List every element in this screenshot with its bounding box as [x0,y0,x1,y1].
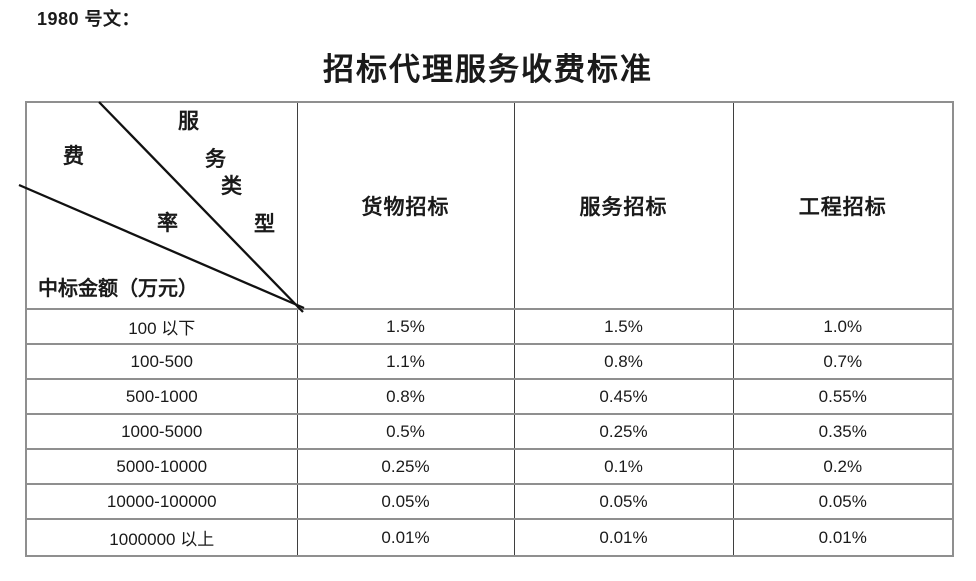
cell-range: 10000-100000 [26,483,297,519]
fee-table: 服 务 类 型 费 率 中标金额（万元） 货物招标 服务招标 工程招标 100 … [18,101,954,557]
corner-header-cell: 服 务 类 型 费 率 中标金额（万元） [18,101,305,313]
cell-goods-rate: 0.01% [296,518,514,556]
page-title: 招标代理服务收费标准 [323,52,653,87]
cell-works-rate: 0.7% [732,343,953,379]
table-row: 10000-100000 0.05% 0.05% 0.05% [26,483,953,519]
cell-goods-rate: 0.8% [296,378,514,414]
cell-goods-rate: 0.25% [296,448,514,484]
table-header-row: 服 务 类 型 费 率 中标金额（万元） 货物招标 服务招标 工程招标 [18,101,953,313]
corner-service-type-char-3: 类 [221,174,242,198]
corner-rate-char-2: 率 [157,211,178,235]
corner-service-type-char-1: 服 [178,109,199,133]
cell-services-rate: 0.1% [513,448,733,484]
cell-goods-rate: 1.5% [296,308,514,344]
column-header-goods: 货物招标 [296,101,514,309]
cell-works-rate: 0.35% [732,413,953,449]
cell-works-rate: 0.2% [732,448,953,484]
cell-goods-rate: 0.5% [296,413,514,449]
cell-services-rate: 0.01% [513,518,733,556]
column-header-works: 工程招标 [732,101,953,309]
cell-works-rate: 1.0% [732,308,953,344]
cell-range: 500-1000 [26,378,297,414]
amount-row-header-label: 中标金额（万元） [38,278,198,300]
cell-range: 100 以下 [26,308,297,344]
table-row: 100-500 1.1% 0.8% 0.7% [26,343,953,379]
cell-goods-rate: 0.05% [296,483,514,519]
cell-services-rate: 0.05% [513,483,733,519]
cell-range: 1000000 以上 [26,518,297,556]
cell-works-rate: 0.05% [732,483,953,519]
corner-service-type-char-4: 型 [254,212,275,236]
table-row: 1000000 以上 0.01% 0.01% 0.01% [26,518,953,556]
doc-ref: 1980 号文： [37,9,141,29]
cell-works-rate: 0.01% [732,518,953,556]
cell-services-rate: 0.45% [513,378,733,414]
table-row: 100 以下 1.5% 1.5% 1.0% [26,308,953,344]
column-header-services: 服务招标 [513,101,733,309]
cell-goods-rate: 1.1% [296,343,514,379]
cell-services-rate: 0.25% [513,413,733,449]
cell-range: 100-500 [26,343,297,379]
table-row: 1000-5000 0.5% 0.25% 0.35% [26,413,953,449]
cell-range: 1000-5000 [26,413,297,449]
table-row: 500-1000 0.8% 0.45% 0.55% [26,378,953,414]
cell-services-rate: 1.5% [513,308,733,344]
cell-works-rate: 0.55% [732,378,953,414]
corner-rate-char-1: 费 [63,144,84,168]
table-row: 5000-10000 0.25% 0.1% 0.2% [26,448,953,484]
corner-service-type-char-2: 务 [205,147,226,171]
cell-services-rate: 0.8% [513,343,733,379]
cell-range: 5000-10000 [26,448,297,484]
